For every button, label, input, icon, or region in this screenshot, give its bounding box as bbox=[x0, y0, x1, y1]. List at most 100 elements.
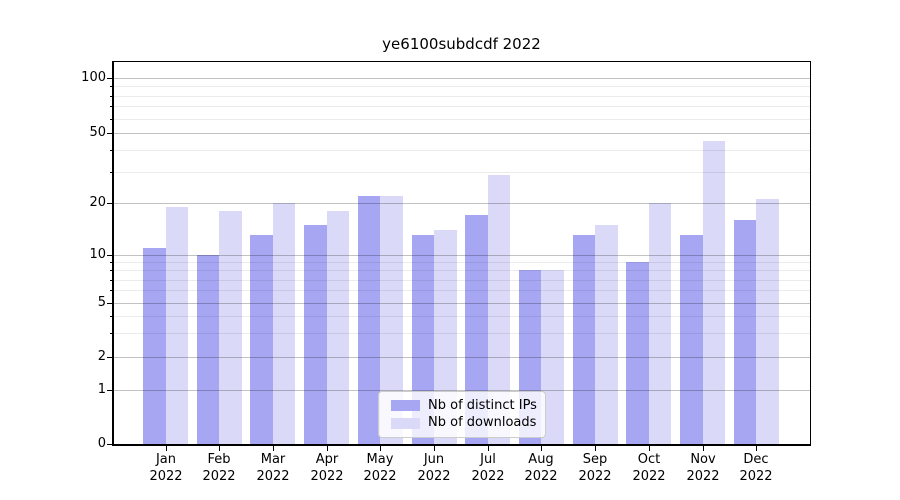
x-tick-mark-jul bbox=[488, 446, 489, 451]
gridline-minor-60 bbox=[113, 119, 810, 120]
y-tick-label-10: 10 bbox=[89, 247, 106, 262]
bar-downloads-apr bbox=[326, 210, 350, 444]
bar-distinct-ips-dec bbox=[733, 219, 757, 444]
gridline-minor-30 bbox=[113, 172, 810, 173]
bar-distinct-ips-may bbox=[357, 195, 381, 444]
x-tick-label-apr: Apr 2022 bbox=[310, 452, 344, 484]
left-spine bbox=[112, 61, 114, 445]
x-tick-mark-apr bbox=[327, 446, 328, 451]
x-tick-label-jan: Jan 2022 bbox=[149, 452, 183, 484]
gridline-minor-40 bbox=[113, 150, 810, 151]
bar-downloads-jul bbox=[487, 174, 511, 444]
x-tick-label-aug: Aug 2022 bbox=[524, 452, 558, 484]
top-spine bbox=[112, 61, 811, 62]
y-tick-mark-2 bbox=[107, 357, 113, 358]
gridline-major-1 bbox=[113, 390, 810, 391]
bar-downloads-jun bbox=[434, 229, 457, 444]
bar-distinct-ips-apr bbox=[304, 224, 327, 444]
legend-label-downloads: Nb of downloads bbox=[428, 415, 537, 431]
gridline-major-100 bbox=[113, 78, 810, 79]
bar-distinct-ips-nov bbox=[680, 235, 703, 444]
x-tick-mark-jan bbox=[166, 446, 167, 451]
y-tick-mark-10 bbox=[107, 255, 113, 256]
gridline-major-5 bbox=[113, 303, 810, 304]
bar-downloads-mar bbox=[272, 203, 296, 444]
y-minor-tick-mark-90 bbox=[110, 86, 113, 87]
x-tick-label-mar: Mar 2022 bbox=[256, 452, 290, 484]
gridline-minor-70 bbox=[113, 106, 810, 107]
y-tick-label-0: 0 bbox=[97, 436, 106, 451]
bar-downloads-aug bbox=[541, 270, 564, 444]
bar-downloads-may bbox=[380, 195, 403, 444]
bar-downloads-sep bbox=[595, 224, 618, 444]
gridline-minor-7 bbox=[113, 280, 810, 281]
bar-distinct-ips-jan bbox=[143, 247, 166, 444]
x-tick-label-oct: Oct 2022 bbox=[632, 452, 666, 484]
legend-row-distinct-ips: Nb of distinct IPs bbox=[391, 397, 537, 415]
gridline-major-2 bbox=[113, 357, 810, 358]
y-tick-mark-100 bbox=[107, 78, 113, 79]
gridline-minor-8 bbox=[113, 270, 810, 271]
bar-distinct-ips-jul bbox=[465, 215, 488, 444]
y-minor-tick-mark-80 bbox=[110, 96, 113, 97]
gridline-minor-90 bbox=[113, 86, 810, 87]
bar-distinct-ips-sep bbox=[572, 235, 596, 444]
x-tick-label-jun: Jun 2022 bbox=[417, 452, 451, 484]
y-minor-tick-mark-30 bbox=[110, 172, 113, 173]
x-tick-label-nov: Nov 2022 bbox=[686, 452, 720, 484]
gridline-major-50 bbox=[113, 133, 810, 134]
y-minor-tick-mark-7 bbox=[110, 280, 113, 281]
bar-downloads-nov bbox=[702, 141, 725, 444]
legend-swatch-distinct-ips bbox=[391, 400, 420, 412]
gridline-minor-3 bbox=[113, 333, 810, 334]
y-tick-mark-20 bbox=[107, 203, 113, 204]
x-tick-mark-sep bbox=[595, 446, 596, 451]
y-tick-mark-5 bbox=[107, 303, 113, 304]
y-minor-tick-mark-3 bbox=[110, 333, 113, 334]
bar-downloads-oct bbox=[648, 203, 672, 444]
right-spine bbox=[810, 61, 811, 445]
bar-downloads-feb bbox=[219, 210, 242, 444]
x-tick-mark-feb bbox=[219, 446, 220, 451]
x-tick-label-may: May 2022 bbox=[363, 452, 397, 484]
y-minor-tick-mark-4 bbox=[110, 316, 113, 317]
gridline-minor-6 bbox=[113, 290, 810, 291]
gridline-major-10 bbox=[113, 255, 810, 256]
x-tick-label-sep: Sep 2022 bbox=[578, 452, 612, 484]
gridline-minor-9 bbox=[113, 262, 810, 263]
x-tick-mark-jun bbox=[434, 446, 435, 451]
gridline-minor-4 bbox=[113, 316, 810, 317]
x-tick-mark-mar bbox=[273, 446, 274, 451]
x-tick-label-dec: Dec 2022 bbox=[739, 452, 773, 484]
bar-distinct-ips-feb bbox=[196, 255, 220, 444]
gridline-major-20 bbox=[113, 203, 810, 204]
legend-row-downloads: Nb of downloads bbox=[391, 415, 537, 433]
y-minor-tick-mark-60 bbox=[110, 119, 113, 120]
x-tick-mark-may bbox=[380, 446, 381, 451]
y-tick-mark-0 bbox=[107, 444, 113, 445]
x-tick-mark-dec bbox=[756, 446, 757, 451]
x-tick-mark-aug bbox=[541, 446, 542, 451]
bar-downloads-dec bbox=[756, 199, 779, 444]
y-minor-tick-mark-6 bbox=[110, 290, 113, 291]
bar-distinct-ips-mar bbox=[250, 235, 273, 444]
y-tick-label-100: 100 bbox=[81, 70, 106, 85]
gridline-minor-80 bbox=[113, 96, 810, 97]
y-tick-label-5: 5 bbox=[97, 295, 106, 310]
legend-swatch-downloads bbox=[391, 417, 420, 429]
x-tick-label-jul: Jul 2022 bbox=[471, 452, 505, 484]
legend: Nb of distinct IPs Nb of downloads bbox=[378, 391, 546, 438]
x-tick-mark-nov bbox=[703, 446, 704, 451]
x-tick-label-feb: Feb 2022 bbox=[202, 452, 236, 484]
y-tick-label-1: 1 bbox=[97, 382, 106, 397]
bottom-spine bbox=[112, 444, 811, 446]
chart-title: ye6100subdcdf 2022 bbox=[382, 35, 541, 53]
y-tick-label-2: 2 bbox=[97, 349, 106, 364]
bar-distinct-ips-oct bbox=[626, 262, 649, 444]
legend-label-distinct-ips: Nb of distinct IPs bbox=[428, 397, 537, 413]
y-minor-tick-mark-8 bbox=[110, 270, 113, 271]
y-tick-label-50: 50 bbox=[89, 125, 106, 140]
y-tick-mark-50 bbox=[107, 133, 113, 134]
y-tick-mark-1 bbox=[107, 390, 113, 391]
